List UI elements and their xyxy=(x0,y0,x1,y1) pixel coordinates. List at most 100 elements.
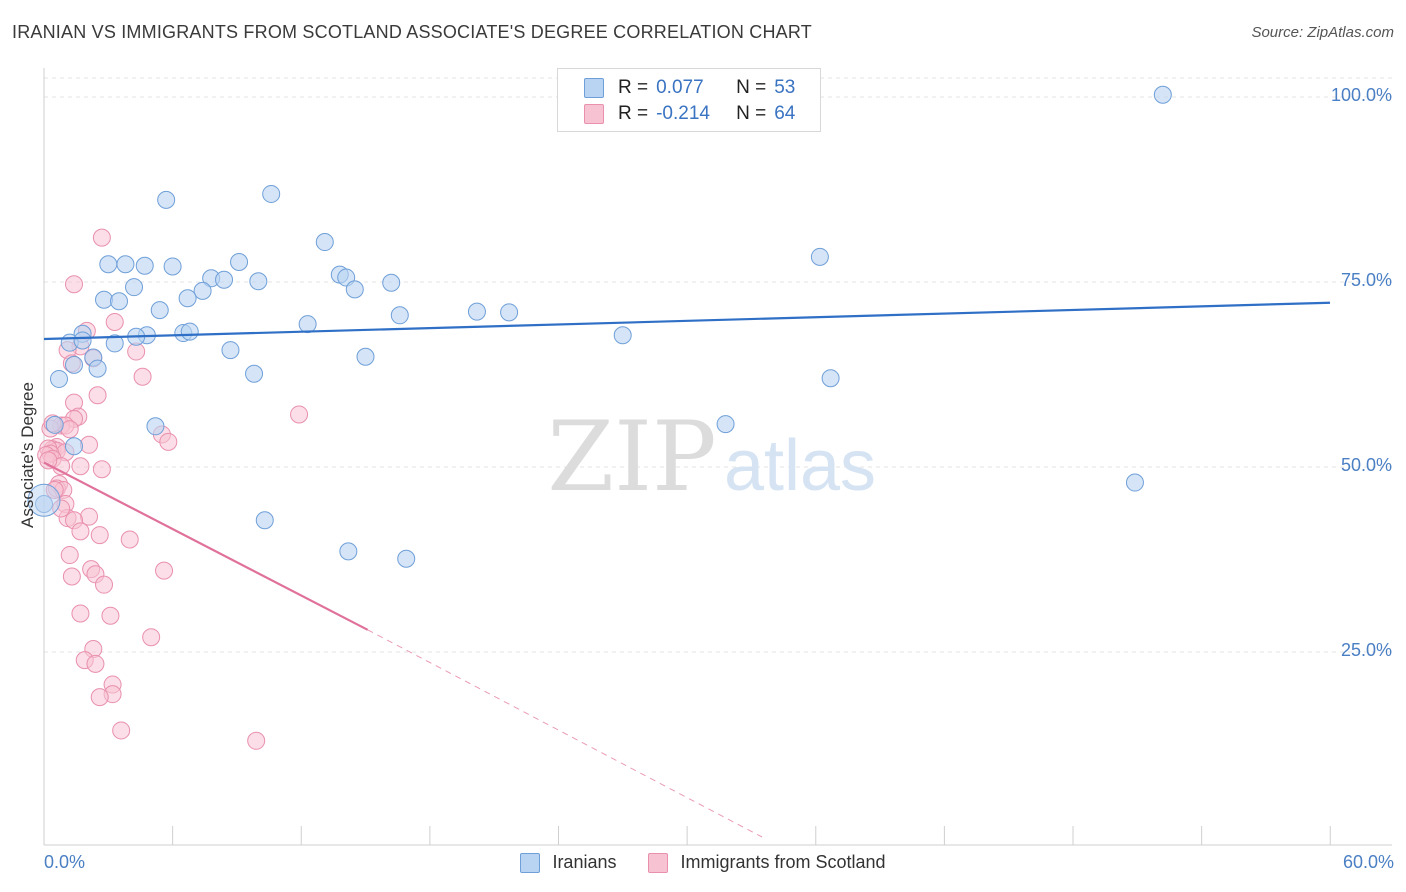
scatter-point-iranians xyxy=(193,281,212,300)
scatter-point-iranians-large xyxy=(27,483,61,517)
legend-swatch-blue xyxy=(584,78,604,98)
scatter-point-scotland xyxy=(247,731,266,750)
scatter-point-scotland xyxy=(155,561,174,580)
scatter-point-iranians xyxy=(110,292,129,311)
scatter-point-scotland xyxy=(112,721,131,740)
legend-r-label: R = xyxy=(618,103,649,124)
scatter-point-iranians xyxy=(1153,85,1172,104)
scatter-point-scotland xyxy=(60,420,79,439)
watermark: ZIP atlas xyxy=(547,401,876,513)
scatter-point-iranians xyxy=(221,341,240,360)
legend-label-iranians: Iranians xyxy=(552,852,617,872)
scatter-point-scotland xyxy=(86,654,105,673)
scatter-point-scotland xyxy=(120,530,139,549)
legend-swatch-blue xyxy=(520,852,541,873)
scatter-point-scotland xyxy=(39,451,58,470)
scatter-point-iranians xyxy=(613,326,632,345)
series-immigrants-from-scotland xyxy=(37,228,309,750)
scatter-point-scotland xyxy=(80,435,99,454)
trend-line-iranians xyxy=(43,301,1331,341)
legend-swatch-pink xyxy=(584,104,604,124)
y-axis-label: Associate's Degree xyxy=(18,382,37,528)
scatter-point-iranians xyxy=(821,369,840,388)
trend-line-scotland-extension xyxy=(367,629,763,838)
scatter-point-scotland xyxy=(142,628,161,647)
legend-row-iranians: R = 0.077 N = 53 xyxy=(584,75,795,101)
x-tick-label: 60.0% xyxy=(1342,852,1394,872)
scatter-point-scotland xyxy=(90,688,109,707)
scatter-point-iranians xyxy=(339,542,358,561)
scatter-point-iranians xyxy=(73,331,92,350)
scatter-point-scotland xyxy=(62,567,81,586)
scatter-point-iranians xyxy=(345,280,364,299)
y-tick-label: 100.0% xyxy=(1330,85,1392,105)
scatter-point-iranians xyxy=(105,334,124,353)
legend-item-iranians: Iranians xyxy=(520,852,616,873)
scatter-point-scotland xyxy=(95,575,114,594)
scatter-point-iranians xyxy=(215,270,234,289)
scatter-point-iranians xyxy=(146,417,165,436)
scatter-point-iranians xyxy=(382,273,401,292)
scatter-point-iranians xyxy=(150,301,169,320)
trend-lines xyxy=(43,301,1331,838)
scatter-point-iranians xyxy=(245,364,264,383)
scatter-point-iranians xyxy=(810,247,829,266)
scatter-point-scotland xyxy=(92,228,111,247)
scatter-point-iranians xyxy=(65,437,84,456)
scatter-point-iranians xyxy=(315,233,334,252)
scatter-point-iranians xyxy=(95,290,114,309)
scatter-point-scotland xyxy=(92,460,111,479)
legend-item-immigrants-from-scotland: Immigrants from Scotland xyxy=(648,852,886,873)
trend-line-scotland xyxy=(43,461,369,631)
legend-r-value: 0.077 xyxy=(656,77,704,98)
legend-r-label: R = xyxy=(618,77,649,98)
y-tick-label: 75.0% xyxy=(1340,270,1392,290)
scatter-point-scotland xyxy=(133,367,152,386)
scatter-point-iranians xyxy=(116,255,135,274)
scatter-point-scotland xyxy=(101,606,120,625)
scatter-point-scotland xyxy=(90,526,109,545)
stats-legend: R = 0.077 N = 53 R = -0.214 N = 64 xyxy=(557,68,821,132)
legend-n-label: N = xyxy=(736,77,767,98)
scatter-point-iranians xyxy=(255,511,274,530)
axes xyxy=(43,68,1392,846)
scatter-point-iranians xyxy=(249,272,268,291)
scatter-point-iranians xyxy=(50,369,69,388)
scatter-point-iranians xyxy=(1125,473,1144,492)
series-legend: Iranians Immigrants from Scotland xyxy=(0,852,1406,873)
x-tick-label: 0.0% xyxy=(44,852,86,872)
scatter-point-iranians xyxy=(157,190,176,209)
scatter-point-scotland xyxy=(88,386,107,405)
scatter-point-iranians xyxy=(356,347,375,366)
legend-swatch-pink xyxy=(648,852,669,873)
scatter-point-iranians xyxy=(178,289,197,308)
scatter-point-iranians xyxy=(390,306,409,325)
scatter-point-iranians xyxy=(467,302,486,321)
legend-n-label: N = xyxy=(736,103,767,124)
source-label: Source: ZipAtlas.com xyxy=(1251,24,1394,41)
scatter-point-iranians xyxy=(163,257,182,276)
scatter-point-iranians xyxy=(180,322,199,341)
watermark-zip: ZIP xyxy=(547,401,716,513)
scatter-point-iranians xyxy=(125,278,144,297)
y-tick-label: 25.0% xyxy=(1340,640,1392,660)
scatter-point-iranians xyxy=(716,415,735,434)
legend-label-immigrants-from-scotland: Immigrants from Scotland xyxy=(680,852,886,872)
scatter-point-iranians xyxy=(397,549,416,568)
scatter-point-iranians xyxy=(88,359,107,378)
scatter-point-iranians xyxy=(65,355,84,374)
scatter-point-scotland xyxy=(290,405,309,424)
scatter-point-scotland xyxy=(65,275,84,294)
legend-r-value: -0.214 xyxy=(656,103,710,124)
legend-row-scotland: R = -0.214 N = 64 xyxy=(584,101,795,127)
legend-n-value: 64 xyxy=(774,103,796,124)
scatter-point-iranians xyxy=(500,303,519,322)
scatter-point-iranians xyxy=(298,315,317,334)
scatter-point-iranians xyxy=(262,184,281,203)
scatter-point-iranians xyxy=(99,255,118,274)
y-tick-label: 50.0% xyxy=(1340,455,1392,475)
scatter-point-scotland xyxy=(60,546,79,565)
scatter-point-iranians xyxy=(230,253,249,272)
scatter-point-scotland xyxy=(80,507,99,526)
